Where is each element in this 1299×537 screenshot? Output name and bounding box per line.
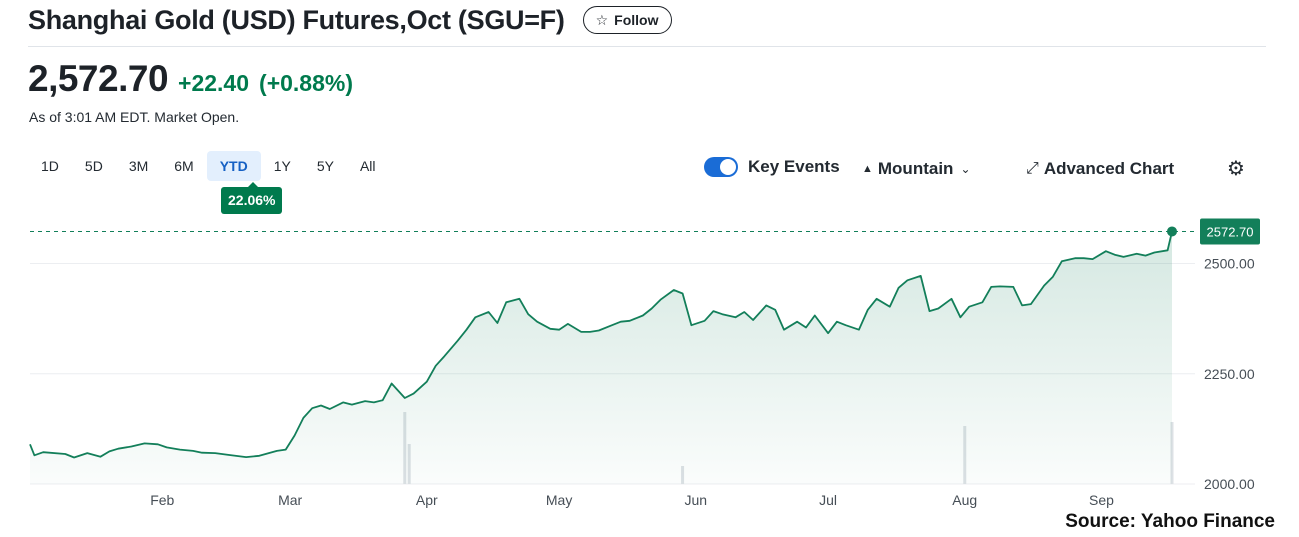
- follow-label: Follow: [614, 12, 659, 28]
- advanced-chart-label: Advanced Chart: [1043, 159, 1175, 178]
- advanced-chart-button[interactable]: ⤢ Advanced Chart: [1026, 159, 1174, 179]
- price-change-percent: (+0.88%): [259, 70, 353, 96]
- chart-type-label: Mountain: [877, 159, 954, 178]
- key-events-label: Key Events: [748, 157, 840, 176]
- key-events-control[interactable]: Key Events: [704, 157, 840, 177]
- expand-icon: ⤢: [1026, 160, 1039, 177]
- current-price: 2,572.70: [28, 58, 169, 99]
- x-tick-label: Jul: [819, 492, 837, 508]
- last-price-point: [1167, 226, 1177, 237]
- range-5d[interactable]: 5D: [84, 158, 103, 174]
- chart-type-dropdown[interactable]: ▲ Mountain ⌄: [862, 159, 971, 179]
- as-of-text: As of 3:01 AM EDT. Market Open.: [29, 109, 240, 125]
- x-tick-label: Sep: [1089, 492, 1114, 508]
- range-3m[interactable]: 3M: [128, 158, 149, 174]
- x-tick-label: Apr: [416, 492, 438, 508]
- range-return-badge: 22.06%: [221, 182, 283, 214]
- quote-row: 2,572.70 +22.40 (+0.88%): [28, 58, 353, 100]
- mountain-icon: ▲: [862, 163, 873, 175]
- range-1d[interactable]: 1D: [41, 158, 59, 174]
- chevron-down-icon: ⌄: [960, 162, 971, 176]
- range-ytd[interactable]: YTD: [206, 151, 261, 181]
- x-tick-label: May: [546, 492, 572, 508]
- x-tick-label: Mar: [278, 492, 302, 508]
- price-chart[interactable]: 2572.70 2000.00 2250.00 2500.00 Feb Mar Apr M…: [0, 190, 1299, 510]
- current-price-label: 2572.70: [1200, 218, 1260, 245]
- y-tick-label: 2250.00: [1204, 366, 1255, 382]
- current-price-label-text: 2572.70: [1207, 224, 1254, 239]
- price-area: [30, 231, 1172, 484]
- title-row: Shanghai Gold (USD) Futures,Oct (SGU=F) …: [28, 2, 673, 38]
- x-tick-label: Aug: [952, 492, 977, 508]
- range-all[interactable]: All: [359, 158, 376, 174]
- page-title: Shanghai Gold (USD) Futures,Oct (SGU=F): [28, 4, 565, 35]
- x-tick-label: Jun: [685, 492, 708, 508]
- follow-button[interactable]: ☆ Follow: [582, 6, 673, 34]
- x-tick-label: Feb: [150, 492, 174, 508]
- y-tick-label: 2000.00: [1204, 476, 1255, 492]
- range-selector: 1D 5D 3M 6M YTD 1Y 5Y All: [28, 151, 389, 181]
- gear-icon[interactable]: ⚙: [1227, 158, 1245, 180]
- y-tick-label: 2500.00: [1204, 256, 1255, 272]
- range-6m[interactable]: 6M: [174, 158, 194, 174]
- price-line: [29, 231, 1173, 459]
- source-credit: Source: Yahoo Finance: [1065, 511, 1275, 532]
- star-icon: ☆: [595, 11, 609, 28]
- key-events-toggle[interactable]: [704, 157, 738, 177]
- range-5y[interactable]: 5Y: [316, 158, 334, 174]
- header-divider: [28, 46, 1266, 47]
- price-change: +22.40: [178, 70, 250, 96]
- range-1y[interactable]: 1Y: [273, 158, 291, 174]
